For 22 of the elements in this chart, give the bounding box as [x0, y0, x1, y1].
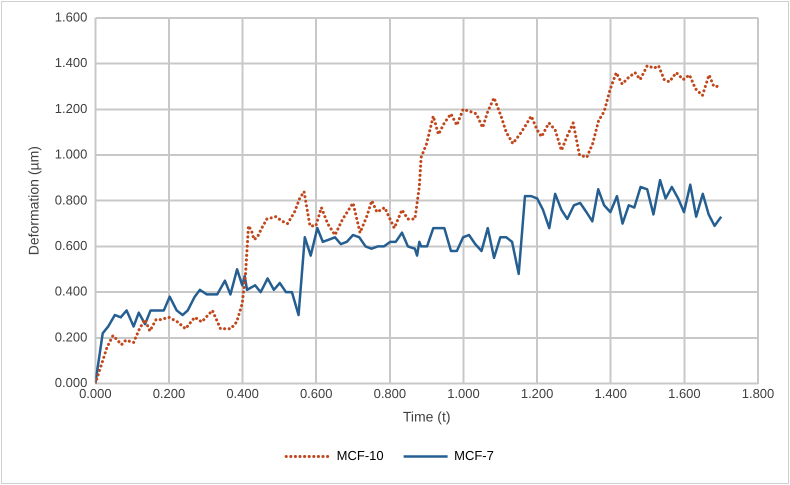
y-tick-label: 1.200 [54, 100, 88, 116]
x-tick-label: 1.800 [742, 386, 774, 401]
y-tick-label: 0.400 [54, 284, 88, 299]
x-tick-label: 1.200 [520, 386, 554, 401]
y-tick-label: 1.600 [54, 9, 88, 24]
legend-label: MCF-7 [454, 448, 494, 464]
y-tick-label: 0.800 [54, 192, 88, 208]
x-tick-label: 0.800 [374, 386, 406, 401]
y-tick-label: 1.400 [54, 55, 88, 70]
y-tick-label: 0.200 [54, 329, 88, 344]
x-tick-label: 1.400 [594, 386, 628, 401]
x-tick-label: 0.600 [300, 386, 332, 401]
x-tick-label: 1.000 [447, 386, 480, 401]
x-tick-label: 0.400 [226, 386, 259, 401]
y-tick-label: 0.600 [54, 238, 88, 254]
x-tick-label: 1.600 [668, 386, 701, 401]
y-tick-label: 1.000 [54, 146, 88, 162]
x-axis-title: Time (t) [402, 408, 451, 424]
x-tick-label: 0.200 [152, 386, 186, 401]
y-axis-title: Deformation (µm) [25, 146, 42, 256]
legend-label: MCF-10 [336, 448, 384, 464]
line-series [95, 64, 721, 384]
